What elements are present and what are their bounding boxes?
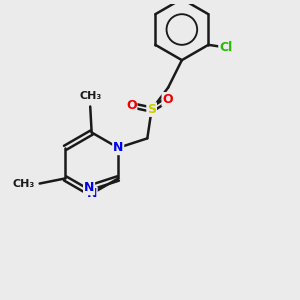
Text: N: N: [86, 187, 97, 200]
Text: S: S: [147, 103, 156, 116]
Text: O: O: [162, 93, 173, 106]
Text: CH₃: CH₃: [79, 91, 101, 101]
Text: Cl: Cl: [219, 41, 232, 54]
Text: O: O: [126, 99, 136, 112]
Text: N: N: [113, 141, 123, 154]
Text: N: N: [84, 182, 94, 194]
Text: CH₃: CH₃: [13, 178, 35, 188]
